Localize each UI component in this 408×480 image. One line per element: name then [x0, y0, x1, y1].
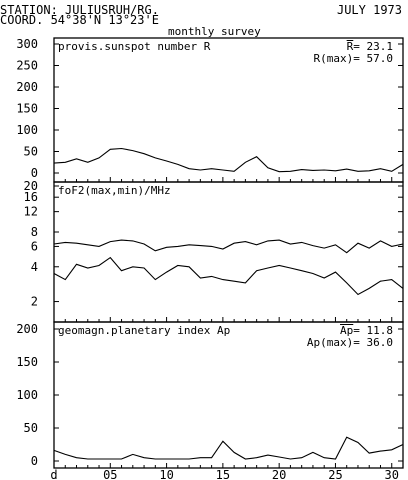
coordinates-label: COORD. 54°38'N 13°23'E	[0, 13, 159, 27]
y-tick-label: 200	[16, 80, 38, 94]
y-tick-label: 150	[16, 102, 38, 116]
panel-3-title: geomagn.planetary index Ap	[58, 324, 230, 337]
x-tick-label: d	[50, 468, 57, 480]
y-tick-label: 100	[16, 123, 38, 137]
panel-1-stat: R= 23.1	[347, 40, 393, 53]
panel-2-series-1-line	[53, 239, 404, 254]
chart-header: STATION: JULIUSRUH/RG. COORD. 54°38'N 13…	[0, 0, 408, 40]
y-tick-label: 200	[16, 322, 38, 336]
y-tick-label: 0	[31, 166, 38, 180]
y-tick-label: 0	[31, 454, 38, 468]
panel-2-title: foF2(max,min)/MHz	[58, 184, 171, 197]
survey-label: monthly survey	[168, 25, 261, 38]
y-tick-label: 300	[16, 37, 38, 51]
y-tick-label: 100	[16, 388, 38, 402]
y-tick-label: 12	[24, 205, 38, 219]
station-label: STATION: JULIUSRUH/RG.	[0, 3, 159, 17]
y-tick-label: 50	[24, 145, 38, 159]
y-tick-label: 20	[24, 179, 38, 193]
panel-3-stat: Ap(max)= 36.0	[307, 336, 393, 349]
x-tick-label: 25	[328, 468, 342, 480]
y-tick-label: 50	[24, 421, 38, 435]
panel-3-stat: Ap= 11.8	[340, 324, 393, 337]
panel-1-stat: R(max)= 57.0	[314, 52, 393, 65]
panel-3-series-1-line	[53, 436, 404, 460]
x-tick-label: 05	[103, 468, 117, 480]
x-tick-label: 15	[216, 468, 230, 480]
panel-2-frame	[53, 181, 404, 323]
panel-2-series-2-line	[53, 256, 404, 296]
y-tick-label: 150	[16, 355, 38, 369]
x-tick-label: 30	[385, 468, 399, 480]
y-tick-label: 16	[24, 190, 38, 204]
y-tick-label: 250	[16, 59, 38, 73]
panel-1-title: provis.sunspot number R	[58, 40, 211, 53]
x-tick-label: 20	[272, 468, 286, 480]
y-tick-label: 2	[31, 295, 38, 309]
y-tick-label: 6	[31, 239, 38, 253]
y-tick-label: 8	[31, 225, 38, 239]
y-tick-label: 4	[31, 260, 38, 274]
panel-1-series-1-line	[53, 147, 404, 173]
x-tick-label: 10	[159, 468, 173, 480]
date-label: JULY 1973	[336, 3, 402, 17]
